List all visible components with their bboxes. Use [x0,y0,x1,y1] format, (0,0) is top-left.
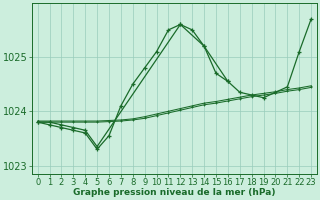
X-axis label: Graphe pression niveau de la mer (hPa): Graphe pression niveau de la mer (hPa) [73,188,276,197]
